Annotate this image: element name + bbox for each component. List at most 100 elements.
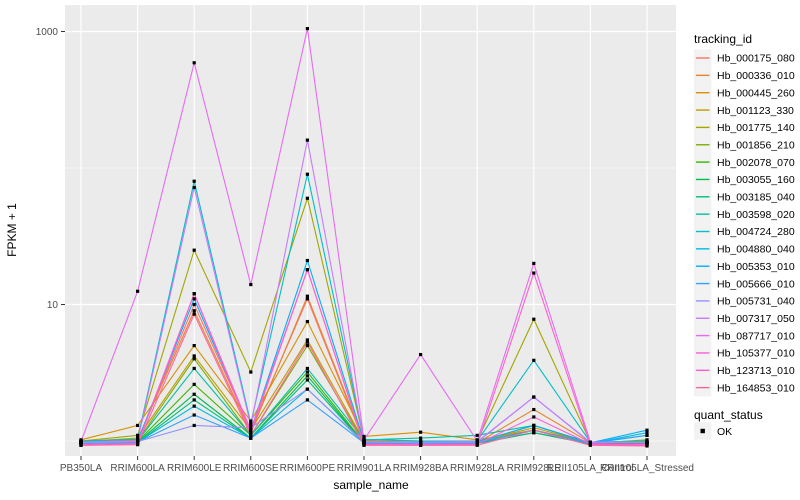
y-tick-label: 1000: [36, 27, 59, 38]
data-point: [249, 426, 253, 430]
legend-item-label: Hb_003598_020: [717, 209, 795, 221]
legend-item-label: Hb_164853_010: [717, 382, 795, 394]
legend-item-label: Hb_001123_330: [717, 105, 794, 117]
data-point: [305, 338, 309, 342]
data-point: [192, 343, 196, 348]
legend-item-label: Hb_003185_040: [717, 192, 795, 204]
data-point: [419, 443, 423, 447]
data-point: [136, 433, 140, 437]
chart-generated-layer: PB350LA RRIM600LA RRIM600LE RRIM600SE RRIM60…: [36, 5, 795, 474]
data-point: [645, 441, 649, 445]
legend-item-label: Hb_000445_260: [717, 87, 795, 99]
data-point: [305, 196, 309, 200]
data-point: [192, 423, 196, 428]
data-point: [532, 423, 536, 428]
data-point: [305, 340, 309, 344]
legend-item-label: Hb_087717_010: [717, 330, 795, 342]
data-point: [362, 438, 366, 442]
data-point: [192, 302, 196, 307]
legend-item-label: Hb_007317_050: [717, 313, 795, 325]
data-point: [305, 378, 309, 382]
data-point: [532, 261, 536, 266]
data-point: [249, 423, 253, 428]
data-point: [305, 374, 309, 378]
legend-item-label: Hb_000336_010: [717, 70, 795, 82]
data-point: [79, 439, 83, 444]
data-point: [305, 172, 309, 176]
data-point: [305, 258, 309, 263]
data-point: [192, 354, 196, 358]
y-axis-title: FPKM + 1: [5, 203, 19, 257]
data-point: [305, 268, 309, 272]
data-point: [192, 366, 196, 371]
legend-item-label: Hb_105377_010: [717, 348, 795, 360]
data-point: [192, 404, 196, 408]
data-point: [588, 440, 592, 444]
x-tick-label: RRIM600SE: [223, 463, 279, 474]
x-tick-label: RRIM600LE: [167, 463, 222, 474]
data-point: [532, 428, 536, 432]
legend-item-label: Hb_004880_040: [717, 244, 795, 256]
data-point: [645, 431, 649, 435]
legend-item-label: Hb_000175_080: [717, 53, 795, 65]
x-tick-label: PB350LA: [60, 463, 103, 474]
data-point: [192, 312, 196, 316]
legend-item-label: Hb_001856_210: [717, 139, 795, 151]
data-point: [192, 61, 196, 65]
data-point: [532, 358, 536, 362]
x-axis-title: sample_name: [333, 478, 409, 492]
data-point: [249, 428, 253, 432]
x-tick-label: RRII105LA_Control: [547, 463, 634, 474]
data-point: [419, 440, 423, 444]
data-point: [419, 352, 423, 357]
data-point: [192, 398, 196, 402]
data-point: [192, 179, 196, 183]
data-point: [475, 433, 479, 437]
data-point: [532, 407, 536, 412]
data-point: [305, 297, 309, 301]
data-point: [362, 439, 366, 444]
data-point: [305, 343, 309, 348]
data-point: [532, 271, 536, 275]
data-point: [362, 434, 366, 439]
data-point: [249, 419, 253, 423]
data-point: [192, 297, 196, 301]
data-point: [192, 309, 196, 313]
legend-title-quant-status: quant_status: [694, 408, 763, 422]
data-point: [249, 421, 253, 425]
data-point: [192, 185, 196, 190]
data-point: [192, 357, 196, 361]
data-point: [532, 395, 536, 399]
data-point: [192, 292, 196, 296]
legend-item-label: Hb_005666_010: [717, 278, 795, 290]
data-point: [475, 443, 479, 447]
legend-item-label: Hb_005353_010: [717, 261, 795, 273]
data-point: [305, 387, 309, 391]
data-point: [192, 413, 196, 417]
data-point: [136, 437, 140, 441]
legend-item-label: Hb_004724_280: [717, 226, 795, 238]
x-tick-label: RRIM928BA: [393, 463, 449, 474]
data-point: [305, 370, 309, 374]
data-point: [249, 431, 253, 435]
data-point: [305, 398, 309, 402]
data-point: [305, 319, 309, 324]
data-point: [136, 289, 140, 293]
legend-item-label: Hb_002078_070: [717, 157, 795, 169]
legend-label-ok: OK: [717, 426, 732, 438]
data-point: [305, 138, 309, 142]
data-point: [532, 317, 536, 321]
data-point: [136, 439, 140, 443]
data-point: [588, 443, 592, 447]
data-point: [362, 443, 366, 447]
data-point: [419, 430, 423, 434]
data-point: [192, 248, 196, 252]
x-tick-label: RRIM928LE: [507, 463, 562, 474]
x-tick-label: RRIM928LA: [450, 463, 505, 474]
data-point: [192, 382, 196, 386]
legend-item-label: Hb_123713_010: [717, 365, 795, 377]
data-point: [192, 392, 196, 396]
data-point: [249, 370, 253, 374]
data-point: [249, 282, 253, 287]
